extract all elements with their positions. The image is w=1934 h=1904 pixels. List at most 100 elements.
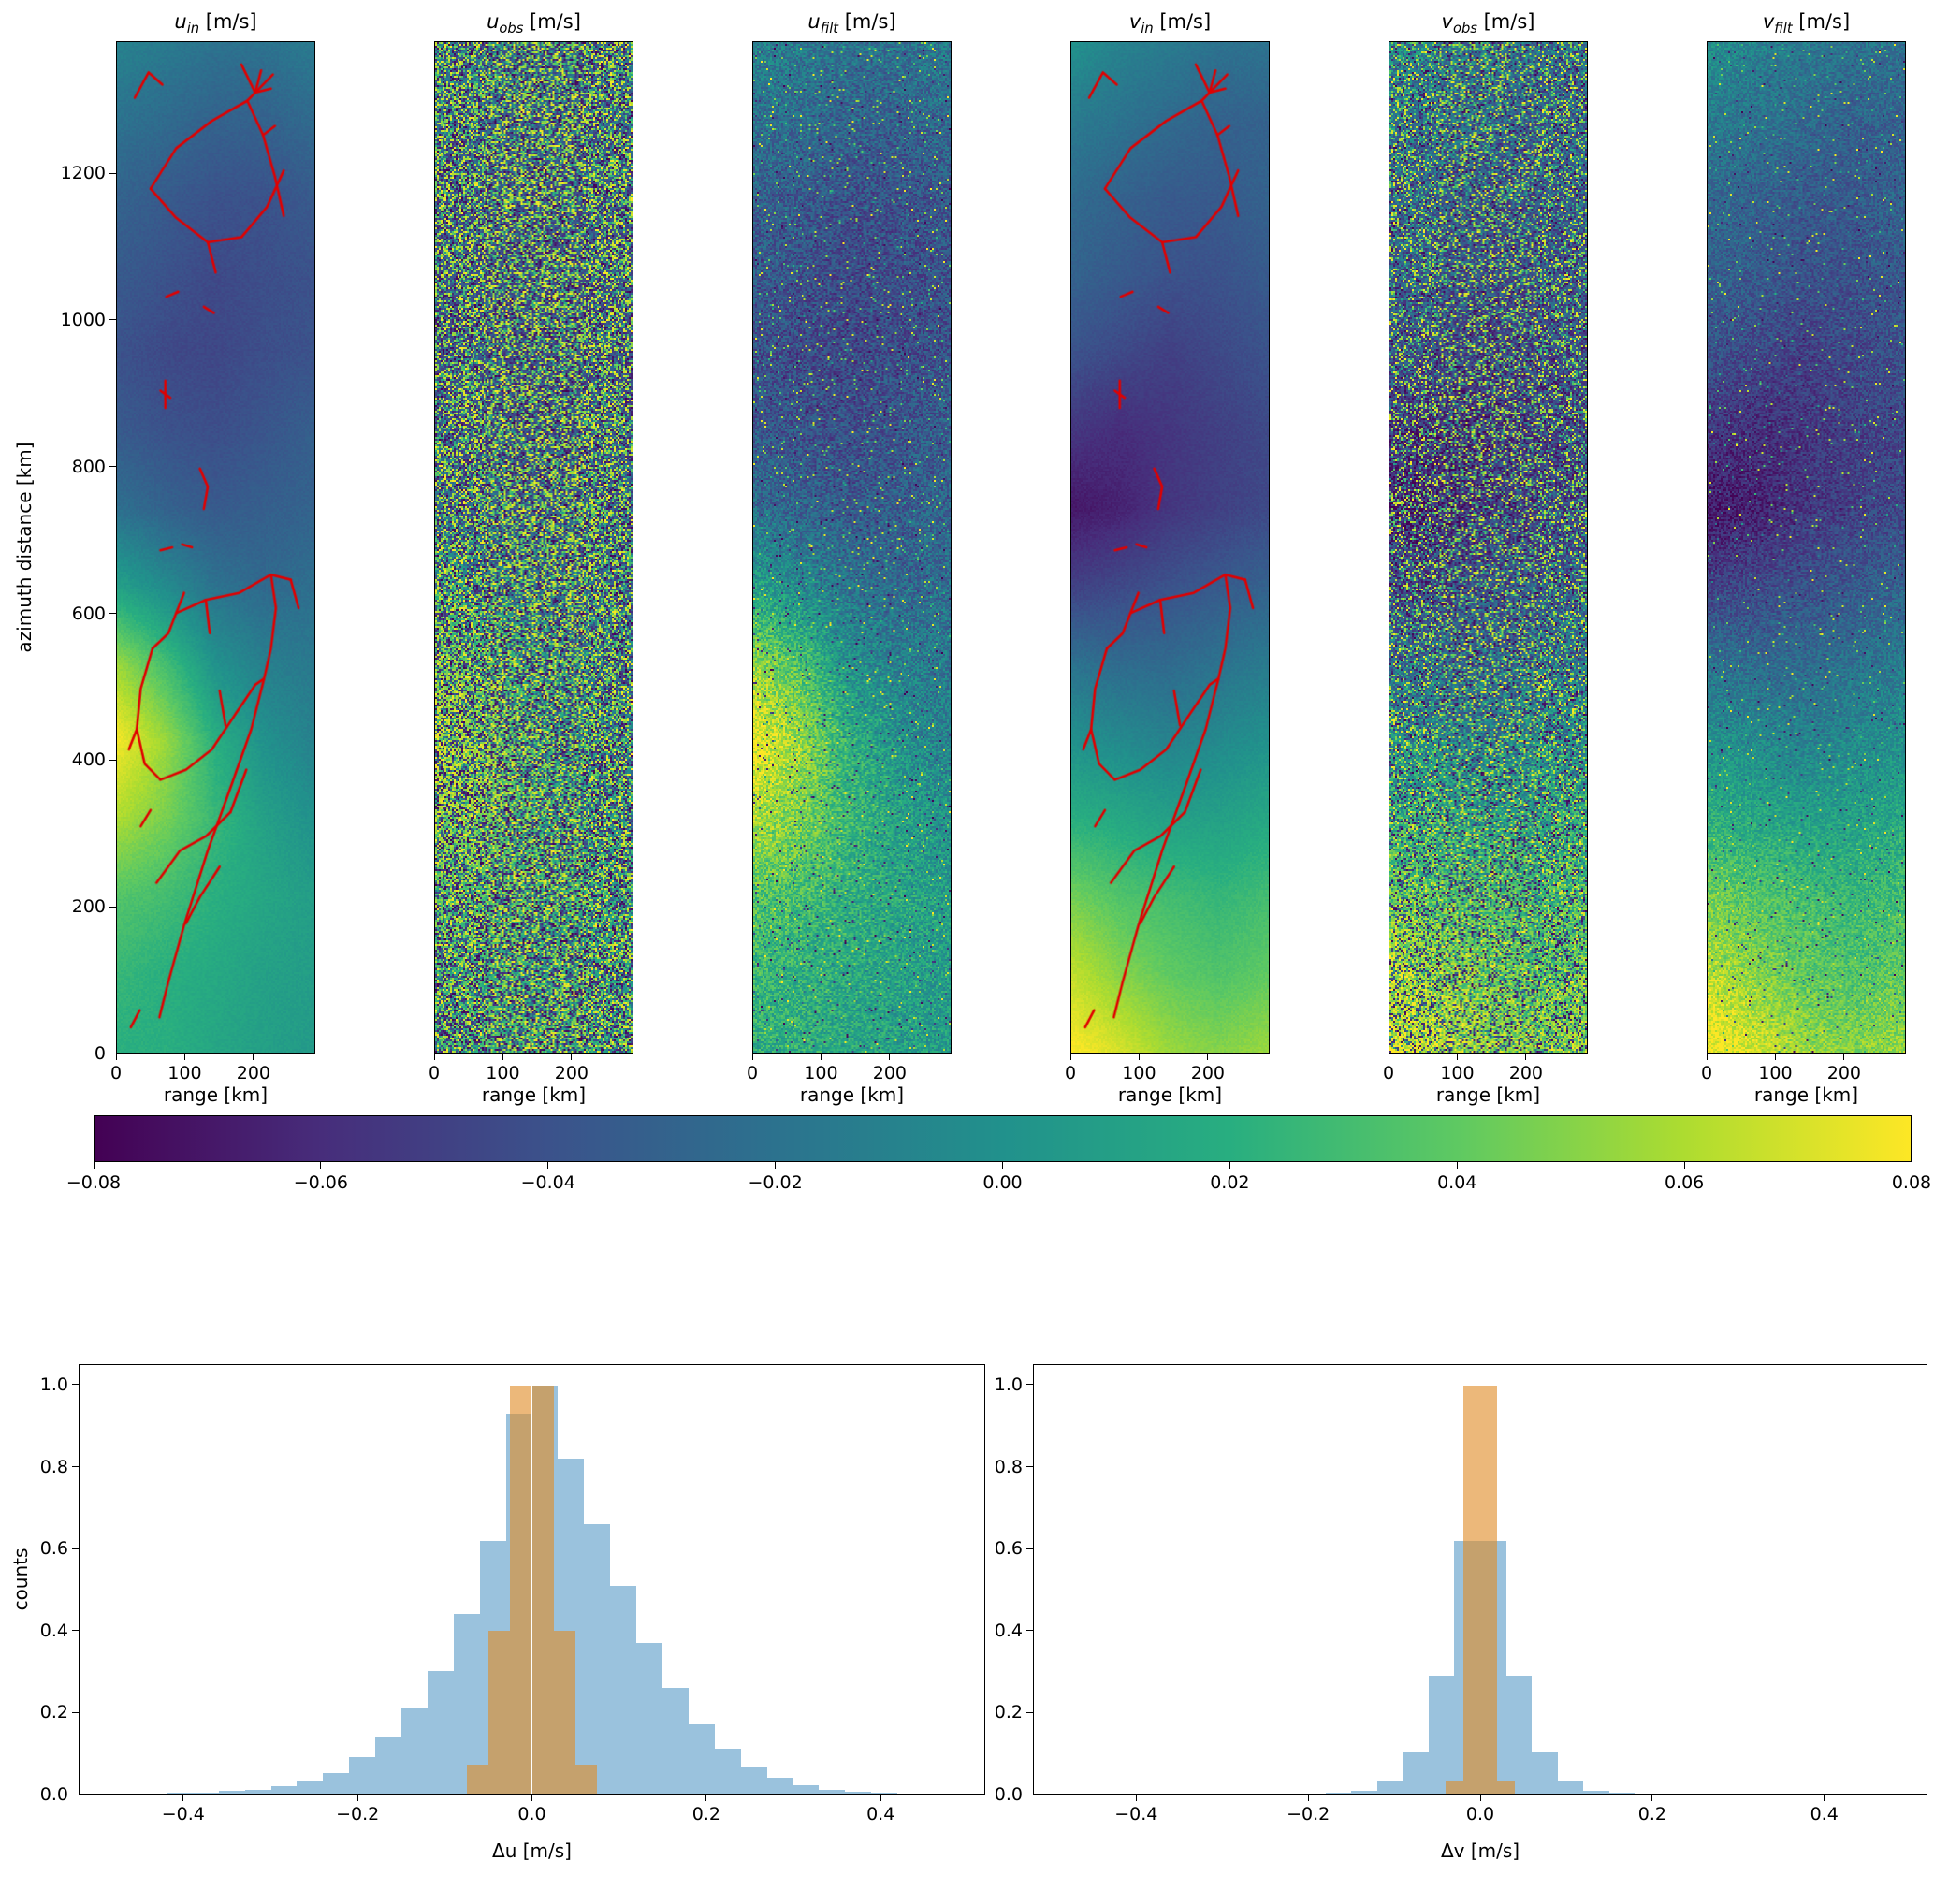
title-var: v (1128, 10, 1141, 33)
panel-title-u-filt: ufilt [m/s] (730, 7, 974, 36)
tick-label: 1200 (60, 163, 106, 184)
tick-label: 1000 (60, 309, 106, 330)
x-axis-label-u-in: range [km] (163, 1083, 269, 1106)
tick-label: −0.02 (748, 1172, 803, 1193)
tick-mark (1824, 1795, 1825, 1801)
hist-bar (166, 1793, 193, 1794)
tick-label: 0.0 (39, 1784, 68, 1805)
tick-mark (109, 172, 116, 174)
tick-label: 600 (71, 603, 106, 624)
hist-bar (531, 1385, 554, 1794)
tick-label: 200 (71, 896, 106, 918)
tick-label: 0.0 (517, 1804, 546, 1824)
title-sub: filt (1774, 21, 1793, 37)
tick-mark (1456, 1054, 1458, 1060)
tick-mark (183, 1054, 185, 1060)
tick-mark (72, 1384, 79, 1386)
tick-label: −0.04 (520, 1172, 575, 1193)
tick-mark (1026, 1630, 1033, 1632)
tick-mark (1026, 1384, 1033, 1386)
hist-bar (488, 1630, 511, 1794)
hist-bar (1583, 1790, 1609, 1794)
hist-bar (1351, 1790, 1377, 1794)
hist-bar (218, 1791, 245, 1794)
tick-mark (1843, 1054, 1845, 1060)
x-ticks-v-filt: 0 100 200 (1701, 1054, 1906, 1095)
tick-label: 0 (109, 1063, 123, 1083)
hist-bar (510, 1385, 532, 1794)
panel-title-v-obs: vobs [m/s] (1366, 7, 1610, 36)
tick-label: 0.06 (1664, 1172, 1705, 1193)
tick-label: 200 (872, 1063, 908, 1083)
title-sub: obs (1452, 21, 1477, 37)
colorbar-ticks: −0.08 −0.06 −0.04 −0.02 0.00 0.02 0.04 0.06 0.08 (66, 1162, 1931, 1203)
tick-label: 0.00 (982, 1172, 1023, 1193)
tick-mark (1683, 1162, 1685, 1169)
heatmap-v-in (1070, 41, 1270, 1054)
x-ticks-u-in: 0 100 200 (110, 1054, 315, 1095)
tick-label: 0 (746, 1063, 759, 1083)
tick-label: 0.2 (1637, 1804, 1666, 1824)
hist-bar (1480, 1385, 1498, 1794)
tick-label: 100 (1122, 1063, 1156, 1083)
tick-mark (1774, 1054, 1776, 1060)
tick-label: 0.2 (994, 1702, 1023, 1723)
tick-mark (109, 906, 116, 908)
x-axis-label-u-obs: range [km] (481, 1083, 587, 1106)
tick-mark (1479, 1795, 1481, 1801)
title-var: v (1762, 10, 1775, 33)
tick-label: −0.06 (293, 1172, 348, 1193)
tick-mark (1229, 1162, 1230, 1169)
tick-label: 0 (1382, 1063, 1395, 1083)
tick-mark (433, 1054, 435, 1060)
tick-label: −0.08 (65, 1172, 122, 1193)
hist-delta-v-x-axis-label: Δv [m/s] (1440, 1839, 1520, 1862)
tick-label: 100 (1758, 1063, 1793, 1083)
title-sub: filt (820, 21, 839, 37)
x-axis-label-v-filt: range [km] (1753, 1083, 1859, 1106)
tick-label: 0 (428, 1063, 441, 1083)
tick-label: 0.8 (39, 1456, 68, 1477)
tick-label: 200 (554, 1063, 589, 1083)
hist-bar (662, 1687, 689, 1794)
histogram-delta-u (79, 1364, 985, 1795)
title-unit: [m/s] (1476, 10, 1535, 33)
tick-label: −0.2 (336, 1804, 380, 1824)
tick-mark (1026, 1711, 1033, 1713)
tick-label: 100 (486, 1063, 520, 1083)
tick-mark (1069, 1054, 1071, 1060)
tick-label: 0.08 (1891, 1172, 1932, 1193)
hist-delta-u-y-ticks: 0.0 0.2 0.4 0.6 0.8 1.0 (22, 1364, 79, 1805)
track-overlay-v-filt (1708, 42, 1905, 1053)
tick-label: 200 (1826, 1063, 1862, 1083)
heatmap-v-filt (1707, 41, 1906, 1054)
hist-bar (401, 1708, 428, 1794)
tick-mark (1307, 1795, 1309, 1801)
hist-bar (297, 1780, 324, 1794)
tick-mark (1651, 1795, 1653, 1801)
hist-bar (714, 1749, 741, 1794)
tick-mark (253, 1054, 254, 1060)
heatmap-u-in (116, 41, 315, 1054)
x-axis-label-v-obs: range [km] (1435, 1083, 1541, 1106)
hist-bar (819, 1789, 846, 1794)
panel-title-u-in: uin [m/s] (94, 7, 338, 36)
tick-label: 100 (804, 1063, 838, 1083)
tick-mark (547, 1162, 549, 1169)
tick-label: 0.0 (994, 1784, 1023, 1805)
heatmap-u-obs (434, 41, 633, 1054)
tick-mark (320, 1162, 322, 1169)
tick-mark (72, 1711, 79, 1713)
hist-bar (574, 1765, 598, 1794)
tick-mark (1026, 1548, 1033, 1549)
tick-label: 0.6 (39, 1538, 68, 1560)
title-unit: [m/s] (1153, 10, 1212, 33)
heatmap-v-obs (1389, 41, 1588, 1054)
tick-label: 100 (167, 1063, 202, 1083)
panel-title-u-obs: uobs [m/s] (412, 7, 656, 36)
maps-y-ticks: 0 200 400 600 800 1000 1200 (60, 41, 116, 1064)
hist-bar (1325, 1792, 1352, 1794)
tick-label: 0.4 (1810, 1804, 1839, 1824)
hist-bar (1608, 1792, 1636, 1794)
tick-mark (1525, 1054, 1527, 1060)
